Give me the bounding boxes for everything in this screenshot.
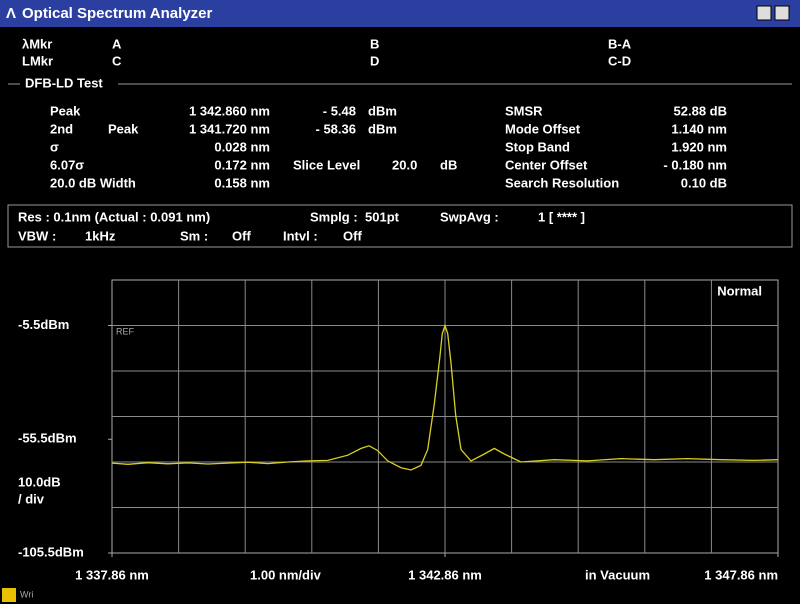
- setting: SwpAvg :: [440, 209, 499, 224]
- setting: 501pt: [365, 209, 400, 224]
- marker-label: LMkr: [22, 53, 53, 68]
- result-value: 0.10 dB: [681, 175, 727, 190]
- marker-label: D: [370, 53, 379, 68]
- minimize-button[interactable]: [756, 5, 772, 21]
- window-title: Optical Spectrum Analyzer: [22, 5, 212, 22]
- title-bar: [0, 0, 800, 27]
- y-tick-label: -5.5dBm: [18, 317, 69, 332]
- result-label: Mode Offset: [505, 121, 581, 136]
- setting: Res : 0.1nm (Actual : 0.091 nm): [18, 209, 210, 224]
- result-label: Search Resolution: [505, 175, 619, 190]
- result-value: 1.140 nm: [671, 121, 727, 136]
- setting: Off: [343, 228, 362, 243]
- result-unit: dBm: [368, 121, 397, 136]
- marker-label: B-A: [608, 36, 632, 51]
- section-title: DFB-LD Test: [25, 75, 103, 90]
- trace: [111, 323, 779, 471]
- setting: 1 [ **** ]: [538, 209, 585, 224]
- result-label: Peak: [50, 103, 81, 118]
- result-value: 1 342.860 nm: [189, 103, 270, 118]
- result-value: 1 341.720 nm: [189, 121, 270, 136]
- result-value: 0.172 nm: [214, 157, 270, 172]
- result-label: Stop Band: [505, 139, 570, 154]
- medium-label: in Vacuum: [585, 567, 650, 582]
- result-label: 20.0 dB Width: [50, 175, 136, 190]
- status-bar: [0, 584, 800, 604]
- result-value: - 5.48: [323, 103, 356, 118]
- mode-label: Normal: [717, 283, 762, 298]
- status-label: Wri: [20, 589, 33, 599]
- setting: Smplg :: [310, 209, 358, 224]
- setting: 1kHz: [85, 228, 116, 243]
- x-tick-label: 1 337.86 nm: [75, 567, 149, 582]
- scale-label: 10.0dB: [18, 474, 61, 489]
- result-label: Slice Level: [293, 157, 360, 172]
- x-tick-label: 1 347.86 nm: [704, 567, 778, 582]
- result-value: - 58.36: [316, 121, 356, 136]
- marker-label: λMkr: [22, 36, 52, 51]
- result-unit: dBm: [368, 103, 397, 118]
- result-value: 0.158 nm: [214, 175, 270, 190]
- result-label: Center Offset: [505, 157, 588, 172]
- app-icon: Λ: [6, 5, 16, 22]
- result-value: 0.028 nm: [214, 139, 270, 154]
- span-label: 1.00 nm/div: [250, 567, 322, 582]
- result-label: 2nd: [50, 121, 73, 136]
- y-tick-label: -55.5dBm: [18, 431, 77, 446]
- marker-label: B: [370, 36, 379, 51]
- setting: VBW :: [18, 228, 56, 243]
- result-label: σ: [50, 139, 59, 154]
- settings-box: [7, 204, 793, 248]
- scale-label: / div: [18, 491, 45, 506]
- result-label: Peak: [108, 121, 139, 136]
- result-unit: dB: [440, 157, 457, 172]
- marker-label: C-D: [608, 53, 631, 68]
- status-icon: [2, 588, 16, 602]
- maximize-button[interactable]: [774, 5, 790, 21]
- y-tick-label: -105.5dBm: [18, 544, 84, 559]
- setting: Sm :: [180, 228, 208, 243]
- x-tick-label: 1 342.86 nm: [408, 567, 482, 582]
- result-value: 20.0: [392, 157, 417, 172]
- result-value: 52.88 dB: [674, 103, 727, 118]
- ref-marker: REF: [116, 326, 135, 336]
- result-label: SMSR: [505, 103, 543, 118]
- setting: Intvl :: [283, 228, 318, 243]
- result-label: 6.07σ: [50, 157, 84, 172]
- result-value: - 0.180 nm: [663, 157, 727, 172]
- marker-label: C: [112, 53, 122, 68]
- result-value: 1.920 nm: [671, 139, 727, 154]
- marker-label: A: [112, 36, 122, 51]
- setting: Off: [232, 228, 251, 243]
